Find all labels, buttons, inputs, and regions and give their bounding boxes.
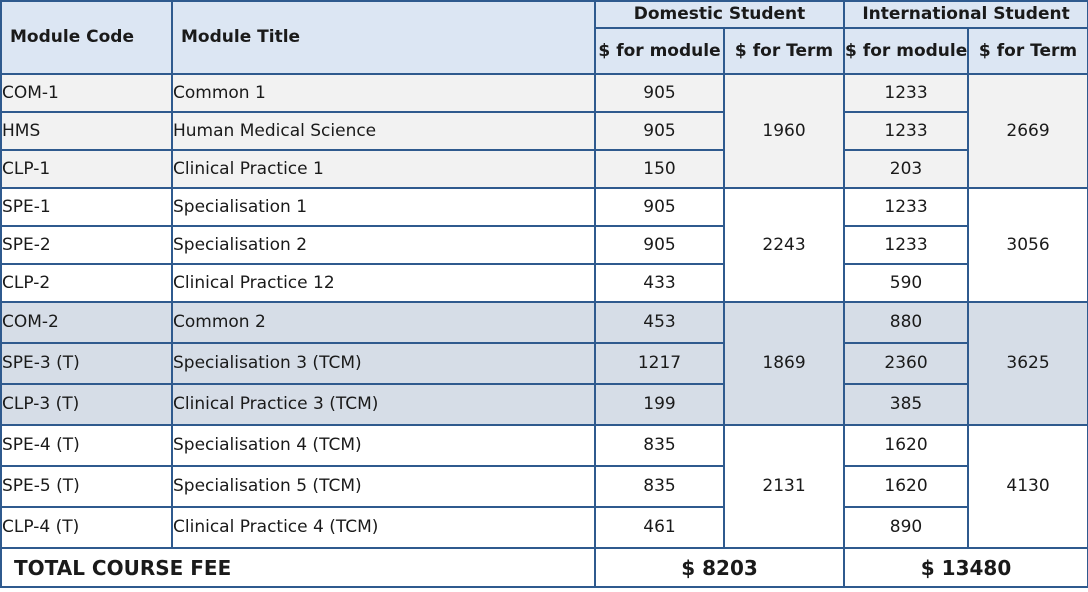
international-module-fee: 2360 xyxy=(843,342,970,385)
domestic-module-fee: 433 xyxy=(594,263,725,303)
table-row: CLP-2 Clinical Practice 12 433 590 xyxy=(0,263,1088,303)
module-code: SPE-1 xyxy=(0,187,173,227)
header-label: for Term xyxy=(996,40,1078,61)
table-row: SPE-1 Specialisation 1 905 2243 1233 305… xyxy=(0,187,1088,303)
dollar-icon: $ xyxy=(845,40,857,61)
header-international-for-term: $ for Term xyxy=(967,27,1088,75)
domestic-module-fee: 150 xyxy=(594,149,725,189)
module-title: Specialisation 2 xyxy=(171,225,596,265)
international-module-fee: 1233 xyxy=(843,111,970,151)
table-row: CLP-4 (T) Clinical Practice 4 (TCM) 461 … xyxy=(0,506,1088,549)
table-row: SPE-5 (T) Specialisation 5 (TCM) 835 162… xyxy=(0,465,1088,508)
table-row: SPE-4 (T) Specialisation 4 (TCM) 835 213… xyxy=(0,424,1088,549)
total-row: TOTAL COURSE FEE $ 8203 $ 13480 xyxy=(0,547,1088,588)
module-title: Clinical Practice 12 xyxy=(171,263,596,303)
module-code: SPE-3 (T) xyxy=(0,342,173,385)
table-body: COM-1 Common 1 905 1960 1233 2669 HMS Hu… xyxy=(0,73,1088,588)
international-module-fee: 1233 xyxy=(843,225,970,265)
international-module-fee: 880 xyxy=(843,301,970,344)
module-title: Clinical Practice 1 xyxy=(171,149,596,189)
dollar-icon: $ xyxy=(734,40,747,61)
module-code: CLP-1 xyxy=(0,149,173,189)
module-code: CLP-3 (T) xyxy=(0,383,173,426)
header-label: for Term xyxy=(752,40,834,61)
international-module-fee: 203 xyxy=(843,149,970,189)
header-label: for module xyxy=(862,40,968,61)
table-row: CLP-1 Clinical Practice 1 150 203 xyxy=(0,149,1088,189)
module-title: Human Medical Science xyxy=(171,111,596,151)
international-module-fee: 385 xyxy=(843,383,970,426)
international-term-fee: 2669 xyxy=(967,73,1088,189)
module-title: Common 2 xyxy=(171,301,596,344)
table-row: COM-1 Common 1 905 1960 1233 2669 xyxy=(0,73,1088,189)
module-code: HMS xyxy=(0,111,173,151)
header-domestic-for-module: $ for module xyxy=(594,27,725,75)
module-title: Clinical Practice 4 (TCM) xyxy=(171,506,596,549)
dollar-icon: $ xyxy=(978,40,991,61)
domestic-module-fee: 835 xyxy=(594,465,725,508)
module-title: Specialisation 1 xyxy=(171,187,596,227)
module-code: SPE-4 (T) xyxy=(0,424,173,467)
domestic-module-fee: 453 xyxy=(594,301,725,344)
total-international-fee: $ 13480 xyxy=(843,547,1088,588)
header-module-code: Module Code xyxy=(0,0,173,75)
total-domestic-fee: $ 8203 xyxy=(593,547,846,588)
international-module-fee: 1620 xyxy=(843,465,970,508)
domestic-module-fee: 199 xyxy=(594,383,725,426)
domestic-term-fee: 2131 xyxy=(722,424,846,549)
domestic-term-fee: 1869 xyxy=(722,301,846,426)
table-row: SPE-3 (T) Specialisation 3 (TCM) 1217 23… xyxy=(0,342,1088,385)
header-international-for-module: $ for module xyxy=(843,27,970,75)
domestic-module-fee: 461 xyxy=(594,506,725,549)
header-domestic-student: Domestic Student xyxy=(593,0,846,29)
header-international-student: International Student xyxy=(843,0,1088,29)
module-title: Specialisation 3 (TCM) xyxy=(171,342,596,385)
header-label: for module xyxy=(616,40,721,61)
module-code: SPE-2 xyxy=(0,225,173,265)
domestic-module-fee: 905 xyxy=(594,73,725,113)
domestic-module-fee: 1217 xyxy=(594,342,725,385)
module-code: SPE-5 (T) xyxy=(0,465,173,508)
table-row: COM-2 Common 2 453 1869 880 3625 xyxy=(0,301,1088,426)
module-code: COM-2 xyxy=(0,301,173,344)
domestic-module-fee: 905 xyxy=(594,187,725,227)
domestic-term-fee: 2243 xyxy=(722,187,846,303)
total-course-fee-label: TOTAL COURSE FEE xyxy=(0,547,596,588)
table-row: CLP-3 (T) Clinical Practice 3 (TCM) 199 … xyxy=(0,383,1088,426)
domestic-module-fee: 905 xyxy=(594,111,725,151)
table-row: HMS Human Medical Science 905 1233 xyxy=(0,111,1088,151)
module-title: Specialisation 4 (TCM) xyxy=(171,424,596,467)
international-module-fee: 1233 xyxy=(843,73,970,113)
domestic-module-fee: 835 xyxy=(594,424,725,467)
dollar-icon: $ xyxy=(598,40,611,61)
international-term-fee: 3056 xyxy=(967,187,1088,303)
international-module-fee: 1620 xyxy=(843,424,970,467)
international-module-fee: 890 xyxy=(843,506,970,549)
module-code: CLP-2 xyxy=(0,263,173,303)
international-module-fee: 1233 xyxy=(843,187,970,227)
table-row: SPE-2 Specialisation 2 905 1233 xyxy=(0,225,1088,265)
header-module-title: Module Title xyxy=(171,0,596,75)
module-title: Common 1 xyxy=(171,73,596,113)
international-module-fee: 590 xyxy=(843,263,970,303)
module-code: COM-1 xyxy=(0,73,173,113)
header-domestic-for-term: $ for Term xyxy=(722,27,846,75)
module-title: Specialisation 5 (TCM) xyxy=(171,465,596,508)
domestic-term-fee: 1960 xyxy=(722,73,846,189)
international-term-fee: 3625 xyxy=(967,301,1088,426)
module-code: CLP-4 (T) xyxy=(0,506,173,549)
table-header: Module Code Module Title Domestic Studen… xyxy=(0,0,1088,75)
international-term-fee: 4130 xyxy=(967,424,1088,549)
domestic-module-fee: 905 xyxy=(594,225,725,265)
module-title: Clinical Practice 3 (TCM) xyxy=(171,383,596,426)
